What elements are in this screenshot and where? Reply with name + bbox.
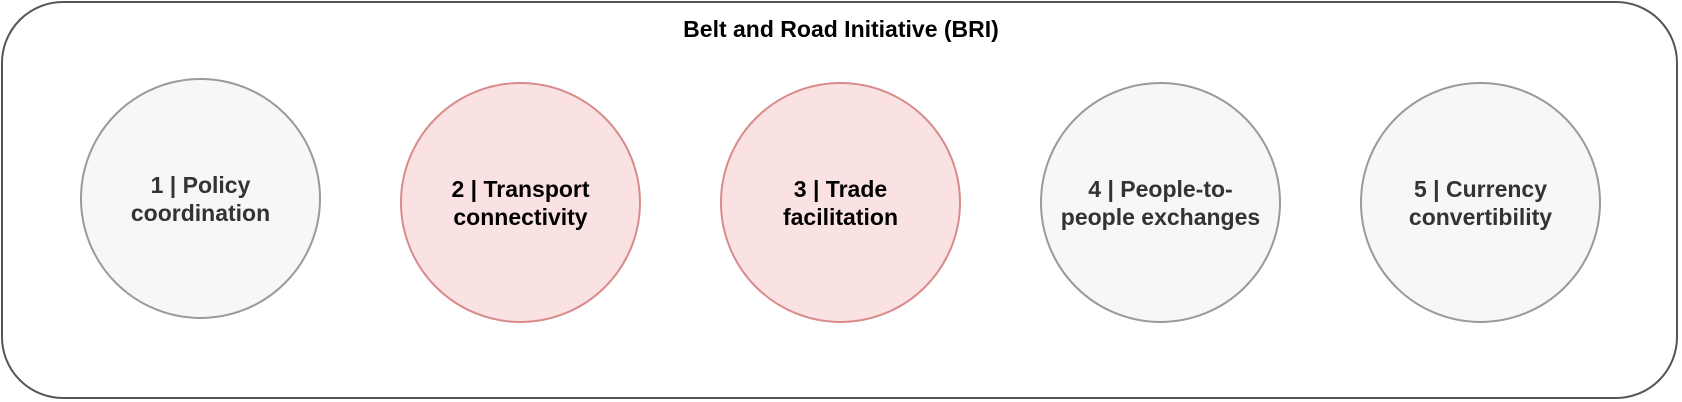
pillar-trade-facilitation: 3 | Trade facilitation — [720, 82, 961, 323]
pillar-currency-convertibility: 5 | Currency convertibility — [1360, 82, 1601, 323]
pillar-label-line: 5 | Currency — [1414, 175, 1547, 202]
pillar-transport-connectivity: 2 | Transport connectivity — [400, 82, 641, 323]
pillar-label: 3 | Trade facilitation — [777, 175, 904, 231]
pillar-label: 1 | Policy coordination — [125, 171, 276, 227]
pillar-label: 5 | Currency convertibility — [1403, 175, 1558, 231]
pillar-label-line: 1 | Policy — [150, 171, 251, 198]
pillar-label-line: people exchanges — [1060, 203, 1261, 230]
pillar-label-line: 4 | People-to- — [1088, 175, 1233, 202]
pillar-label-line: connectivity — [453, 203, 588, 230]
pillar-label-line: 3 | Trade — [793, 175, 888, 202]
pillar-people-to-people-exchanges: 4 | People-to- people exchanges — [1040, 82, 1281, 323]
pillar-label-line: convertibility — [1408, 203, 1553, 230]
pillar-label: 4 | People-to- people exchanges — [1055, 175, 1266, 231]
diagram-title: Belt and Road Initiative (BRI) — [683, 16, 999, 42]
pillar-label-line: 2 | Transport — [451, 175, 590, 202]
pillar-label-line: facilitation — [782, 203, 898, 230]
pillar-policy-coordination: 1 | Policy coordination — [80, 78, 321, 319]
pillar-label: 2 | Transport connectivity — [445, 175, 595, 231]
pillar-label-line: coordination — [130, 199, 271, 226]
